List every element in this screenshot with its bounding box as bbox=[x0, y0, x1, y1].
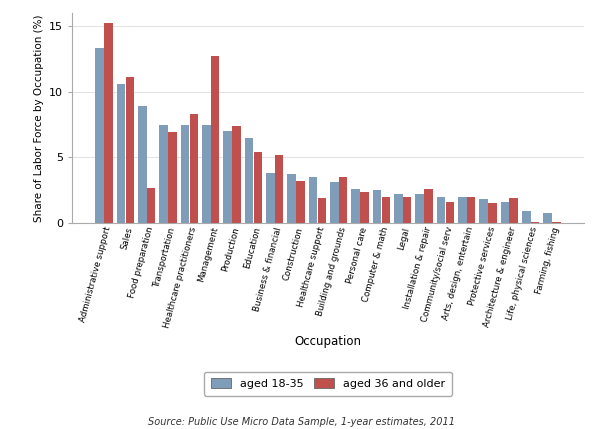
Bar bbox=[339, 177, 347, 223]
Bar bbox=[117, 84, 125, 223]
Bar bbox=[437, 197, 445, 223]
Bar bbox=[509, 198, 518, 223]
Y-axis label: Share of Labor Force by Occupation (%): Share of Labor Force by Occupation (%) bbox=[34, 14, 44, 222]
Bar bbox=[501, 202, 509, 223]
Bar bbox=[266, 173, 275, 223]
Bar bbox=[211, 56, 219, 223]
Bar bbox=[488, 203, 497, 223]
Bar bbox=[202, 124, 211, 223]
Bar bbox=[138, 106, 147, 223]
Bar bbox=[168, 133, 177, 223]
Bar bbox=[360, 191, 368, 223]
Bar bbox=[479, 199, 488, 223]
Bar bbox=[104, 23, 113, 223]
Bar bbox=[245, 138, 253, 223]
Bar bbox=[296, 181, 305, 223]
Bar bbox=[309, 177, 317, 223]
Bar bbox=[458, 197, 467, 223]
Bar bbox=[96, 48, 104, 223]
X-axis label: Occupation: Occupation bbox=[294, 335, 362, 347]
Bar bbox=[445, 202, 454, 223]
Legend: aged 18-35, aged 36 and older: aged 18-35, aged 36 and older bbox=[204, 372, 452, 396]
Bar bbox=[352, 189, 360, 223]
Bar bbox=[403, 197, 411, 223]
Bar bbox=[126, 77, 134, 223]
Text: Source: Public Use Micro Data Sample, 1-year estimates, 2011: Source: Public Use Micro Data Sample, 1-… bbox=[147, 417, 455, 427]
Bar bbox=[552, 222, 560, 223]
Bar bbox=[232, 126, 241, 223]
Bar bbox=[424, 189, 433, 223]
Bar bbox=[190, 114, 198, 223]
Bar bbox=[531, 222, 539, 223]
Bar bbox=[544, 213, 552, 223]
Bar bbox=[160, 124, 168, 223]
Bar bbox=[288, 175, 296, 223]
Bar bbox=[181, 124, 190, 223]
Bar bbox=[253, 152, 262, 223]
Bar bbox=[223, 131, 232, 223]
Bar bbox=[394, 194, 403, 223]
Bar bbox=[467, 197, 476, 223]
Bar bbox=[330, 182, 339, 223]
Bar bbox=[415, 194, 424, 223]
Bar bbox=[522, 211, 530, 223]
Bar bbox=[147, 187, 155, 223]
Bar bbox=[373, 190, 381, 223]
Bar bbox=[317, 198, 326, 223]
Bar bbox=[275, 155, 284, 223]
Bar bbox=[382, 197, 390, 223]
